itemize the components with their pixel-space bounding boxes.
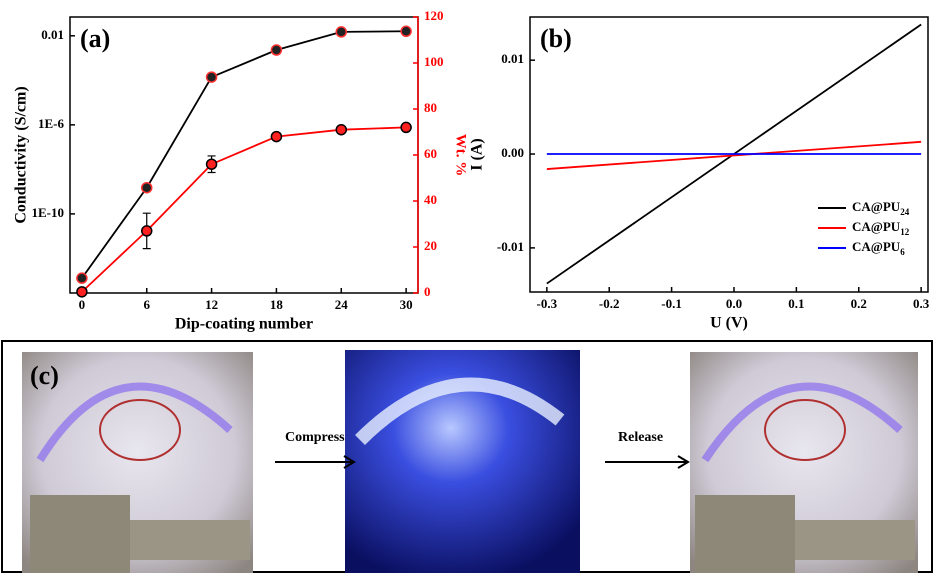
- y-tick-label: 0.00: [501, 145, 524, 160]
- y2-tick-label: 80: [424, 100, 437, 115]
- electrode: [30, 495, 130, 573]
- x-tick-label: 0.2: [851, 296, 867, 311]
- x-tick-label: 6: [143, 297, 150, 312]
- x-tick-label: -0.1: [661, 296, 682, 311]
- panel-label: (b): [540, 24, 572, 53]
- data-point: [140, 225, 153, 237]
- x-tick-label: 0.3: [913, 296, 930, 311]
- legend-name: CA@PU: [852, 239, 901, 254]
- x-axis-label: Dip-coating number: [175, 316, 313, 333]
- electrode: [795, 520, 915, 560]
- led-strip: [701, 382, 903, 463]
- legend-label: CA@PU24: [852, 199, 910, 217]
- arrow-label: Compress: [285, 430, 345, 445]
- data-point: [270, 130, 283, 143]
- led-strip: [355, 377, 565, 445]
- electrode: [130, 520, 250, 560]
- y2-tick-label: 40: [424, 192, 437, 207]
- x-tick-label: 0.1: [788, 296, 804, 311]
- legend-name: CA@PU: [852, 219, 901, 234]
- x-tick-label: 0.0: [726, 296, 742, 311]
- y-axis-label: Conductivity (S/cm): [13, 86, 30, 223]
- data-point: [140, 181, 153, 194]
- x-tick-label: 24: [335, 297, 349, 312]
- x-tick-label: 0: [79, 297, 86, 312]
- y2-tick-label: 120: [424, 8, 444, 23]
- y-tick-label: 1E-6: [38, 116, 65, 131]
- series-line: [81, 30, 407, 279]
- logo: [764, 399, 846, 461]
- data-point: [76, 272, 88, 284]
- data-point: [335, 26, 348, 38]
- y-axis-label: I (A): [469, 138, 486, 170]
- data-point: [76, 286, 88, 298]
- data-point: [400, 25, 412, 38]
- series-line: [81, 126, 407, 293]
- y2-tick-label: 60: [424, 146, 437, 161]
- arrow-head: [677, 455, 690, 469]
- x-tick-label: -0.3: [537, 296, 558, 311]
- legend-sub: 12: [900, 227, 910, 237]
- y-tick-label: 0.01: [501, 51, 524, 66]
- legend-label: CA@PU6: [852, 239, 905, 257]
- x-axis-label: U (V): [710, 315, 748, 332]
- x-tick-label: 12: [205, 297, 218, 312]
- x-tick-label: 18: [270, 297, 284, 312]
- logo: [99, 399, 181, 461]
- data-point: [205, 158, 218, 170]
- plot-frame: [69, 16, 419, 294]
- y2-tick-label: 100: [424, 54, 444, 69]
- legend-sub: 24: [900, 207, 910, 217]
- x-tick-label: 30: [400, 297, 413, 312]
- arrow-head: [343, 455, 356, 469]
- panel-label: (a): [80, 24, 110, 53]
- data-point: [205, 71, 218, 83]
- y-tick-label: 1E-10: [32, 205, 65, 220]
- panel-c: Compress Release (c): [1, 340, 933, 573]
- x-tick-label: -0.2: [599, 296, 620, 311]
- y-tick-label: -0.01: [497, 239, 524, 254]
- data-point: [400, 121, 412, 134]
- panel-label: (c): [30, 361, 59, 390]
- y2-tick-label: 20: [424, 238, 437, 253]
- data-point: [335, 123, 348, 136]
- data-point: [270, 44, 283, 56]
- legend-sub: 6: [900, 247, 905, 257]
- arrow-label: Release: [618, 430, 663, 445]
- series-line: [546, 140, 922, 170]
- legend-name: CA@PU: [852, 199, 901, 214]
- electrode: [695, 495, 795, 573]
- y2-axis-label: Wt. %: [453, 134, 469, 177]
- legend-label: CA@PU12: [852, 219, 910, 237]
- y-tick-label: 0.01: [41, 27, 64, 42]
- led-strip: [36, 382, 233, 463]
- y2-tick-label: 0: [424, 284, 431, 299]
